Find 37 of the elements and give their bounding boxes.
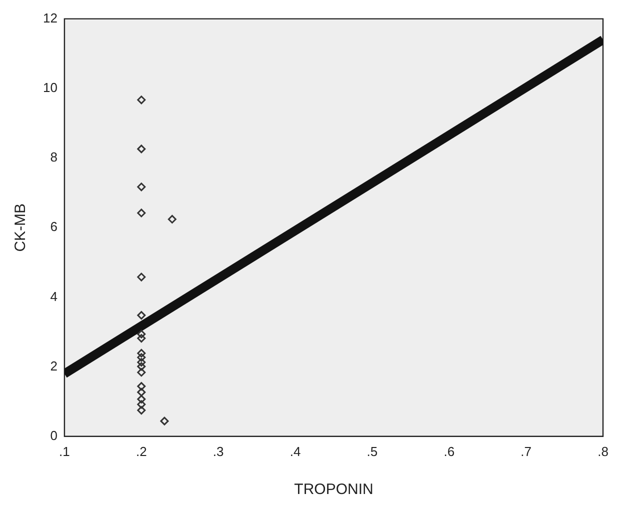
point bbox=[137, 144, 146, 154]
y-tick-label: 2 bbox=[50, 358, 58, 374]
point bbox=[137, 272, 146, 282]
point bbox=[137, 96, 146, 104]
x-tick-label: .1 bbox=[59, 444, 70, 459]
x-tick-label: .8 bbox=[598, 444, 608, 459]
point bbox=[168, 215, 176, 224]
point bbox=[137, 388, 146, 396]
x-tick-label: .3 bbox=[212, 444, 224, 459]
point bbox=[137, 353, 146, 362]
y-tick-label: 12 bbox=[42, 10, 58, 26]
point bbox=[137, 400, 146, 409]
x-tick-label: .7 bbox=[520, 444, 532, 459]
point bbox=[137, 394, 146, 404]
point bbox=[137, 406, 146, 415]
point bbox=[137, 362, 146, 371]
point bbox=[160, 416, 169, 426]
x-tick-label: .2 bbox=[136, 444, 147, 459]
point bbox=[137, 382, 146, 391]
point bbox=[137, 311, 146, 320]
x-tick-label: .5 bbox=[366, 444, 378, 459]
point bbox=[137, 368, 146, 377]
x-tick-label: .4 bbox=[290, 444, 301, 459]
point bbox=[137, 358, 146, 367]
point bbox=[137, 330, 146, 338]
point bbox=[137, 348, 146, 358]
y-axis-title: CK-MB bbox=[12, 203, 30, 252]
point bbox=[137, 334, 146, 343]
x-tick-label: .6 bbox=[444, 444, 455, 459]
point bbox=[137, 208, 146, 218]
x-axis-title: TROPONIN bbox=[294, 481, 374, 498]
point bbox=[137, 182, 146, 192]
y-tick-label: 6 bbox=[50, 219, 58, 234]
y-tick-label: 0 bbox=[50, 428, 58, 443]
y-tick-label: 8 bbox=[50, 150, 58, 165]
y-tick-label: 4 bbox=[50, 288, 58, 304]
y-tick-label: 10 bbox=[42, 80, 58, 95]
